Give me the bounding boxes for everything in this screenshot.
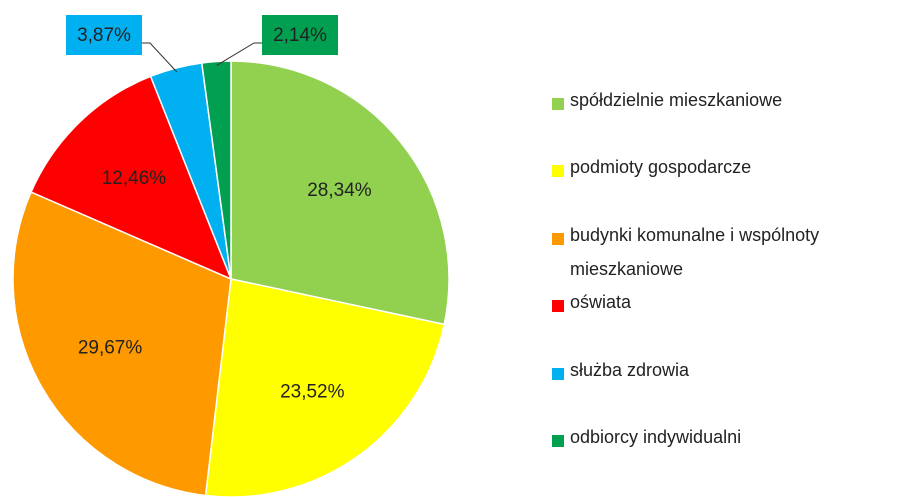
legend-swatch	[552, 98, 564, 110]
legend-swatch	[552, 435, 564, 447]
legend-label: podmioty gospodarcze	[570, 157, 752, 178]
data-label: 29,67%	[78, 338, 143, 359]
legend-swatch	[552, 367, 564, 380]
legend-item: podmioty gospodarcze	[552, 157, 900, 184]
legend-swatch	[552, 232, 564, 245]
data-label: 12,46%	[102, 168, 167, 189]
legend-label: oświata	[570, 292, 632, 313]
legend-label: służba zdrowia	[570, 359, 690, 380]
pie-slice	[230, 60, 450, 326]
data-label: 2,14%	[273, 25, 327, 46]
pie-slice	[30, 75, 233, 281]
data-label: 23,52%	[280, 381, 345, 402]
pie-slice	[200, 60, 232, 280]
legend-swatch	[552, 165, 564, 178]
legend-label: odbiorcy indywidualni	[570, 427, 742, 447]
legend-item: odbiorcy indywidualni	[552, 427, 900, 454]
legend-label: budynki komunalne i wspólnoty mieszkanio…	[570, 224, 820, 279]
legend-item: oświata	[552, 292, 900, 319]
leader-line	[142, 42, 178, 73]
label-box	[66, 15, 142, 55]
data-label: 28,34%	[307, 180, 372, 201]
legend-swatch	[552, 300, 564, 313]
legend-item: budynki komunalne i wspólnoty mieszkanio…	[552, 225, 900, 286]
pie-slice	[12, 191, 232, 497]
leader-line	[216, 42, 262, 66]
legend-item: spółdzielnie mieszkaniowe	[552, 90, 900, 117]
legend-item: służba zdrowia	[552, 360, 900, 387]
legend-label: spółdzielnie mieszkaniowe	[570, 90, 783, 110]
data-label: 3,87%	[77, 25, 131, 46]
label-box	[262, 15, 338, 55]
